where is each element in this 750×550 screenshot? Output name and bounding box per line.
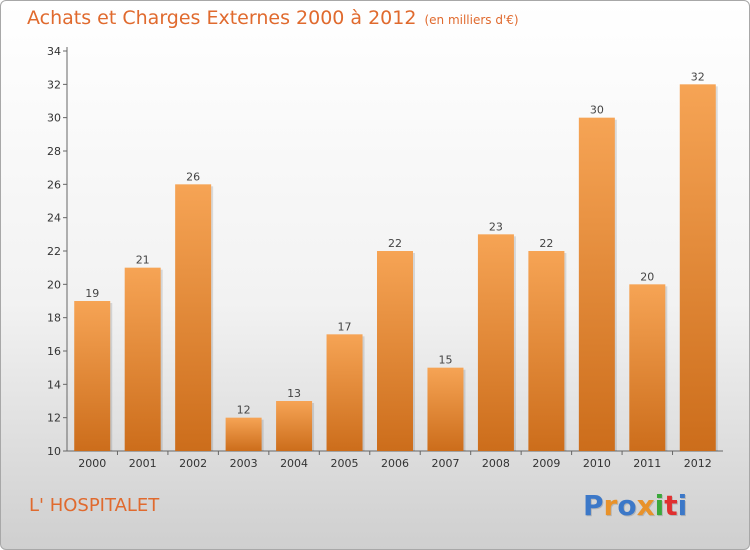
bar-value-label: 32 — [691, 70, 705, 83]
bar — [225, 417, 262, 451]
chart-title-block: Achats et Charges Externes 2000 à 2012 (e… — [27, 7, 519, 29]
x-tick-label: 2011 — [633, 457, 661, 470]
bar-value-label: 19 — [85, 287, 99, 300]
logo-letter: r — [603, 489, 618, 522]
x-tick-label: 2008 — [482, 457, 510, 470]
chart-bars: 19 21 26 12 13 17 22 15 23 22 30 20 32 — [74, 70, 718, 452]
bar — [124, 267, 161, 451]
logo-letter: t — [664, 489, 678, 522]
x-tick-label: 2005 — [331, 457, 359, 470]
bar-value-label: 22 — [539, 237, 553, 250]
bar — [175, 184, 212, 452]
bar-value-label: 12 — [237, 404, 251, 417]
x-tick-label: 2009 — [532, 457, 560, 470]
y-tick-label: 28 — [47, 145, 61, 158]
x-tick-label: 2006 — [381, 457, 409, 470]
x-tick-label: 2003 — [230, 457, 258, 470]
x-tick-label: 2010 — [583, 457, 611, 470]
bar — [679, 84, 716, 451]
y-tick-label: 24 — [47, 212, 61, 225]
bar — [276, 401, 313, 451]
chart-title: Achats et Charges Externes 2000 à 2012 — [27, 7, 417, 29]
bar-value-label: 15 — [438, 354, 452, 367]
y-tick-label: 10 — [47, 445, 61, 458]
y-tick-label: 14 — [47, 378, 61, 391]
y-tick-label: 30 — [47, 112, 61, 125]
bar — [427, 367, 464, 451]
logo-letter: i — [654, 489, 665, 522]
chart-subtitle: (en milliers d'€) — [424, 13, 519, 27]
bar-value-label: 23 — [489, 220, 503, 233]
bar-value-label: 26 — [186, 170, 200, 183]
logo-letter: i — [677, 489, 688, 522]
y-tick-label: 34 — [47, 45, 61, 58]
logo-letter: x — [636, 489, 655, 522]
x-tick-label: 2000 — [78, 457, 106, 470]
y-tick-label: 16 — [47, 345, 61, 358]
x-tick-label: 2002 — [179, 457, 207, 470]
x-tick-label: 2007 — [431, 457, 459, 470]
bar — [629, 284, 666, 451]
logo-letter: o — [617, 489, 637, 522]
y-tick-label: 26 — [47, 178, 61, 191]
y-tick-label: 12 — [47, 412, 61, 425]
logo-letter: P — [583, 489, 604, 522]
bar — [528, 251, 565, 451]
y-tick-label: 32 — [47, 78, 61, 91]
x-tick-label: 2004 — [280, 457, 308, 470]
bar-value-label: 20 — [640, 270, 654, 283]
bar-value-label: 21 — [136, 254, 150, 267]
y-tick-label: 22 — [47, 245, 61, 258]
bar-value-label: 13 — [287, 387, 301, 400]
x-tick-label: 2001 — [129, 457, 157, 470]
commune-name: L' HOSPITALET — [29, 495, 160, 516]
proxiti-logo: Proxiti — [583, 489, 687, 522]
bar — [74, 301, 111, 451]
bar-value-label: 17 — [338, 320, 352, 333]
bar-value-label: 22 — [388, 237, 402, 250]
bar — [377, 251, 413, 451]
y-tick-label: 18 — [47, 312, 61, 325]
bar — [578, 117, 615, 452]
x-tick-label: 2012 — [684, 457, 712, 470]
bar — [477, 234, 514, 451]
y-tick-label: 20 — [47, 278, 61, 291]
bar — [326, 334, 363, 451]
bar-value-label: 30 — [590, 104, 604, 117]
